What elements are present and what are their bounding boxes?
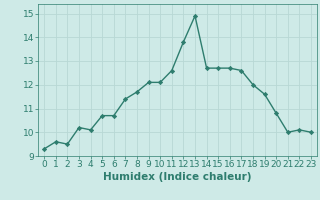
X-axis label: Humidex (Indice chaleur): Humidex (Indice chaleur): [103, 172, 252, 182]
